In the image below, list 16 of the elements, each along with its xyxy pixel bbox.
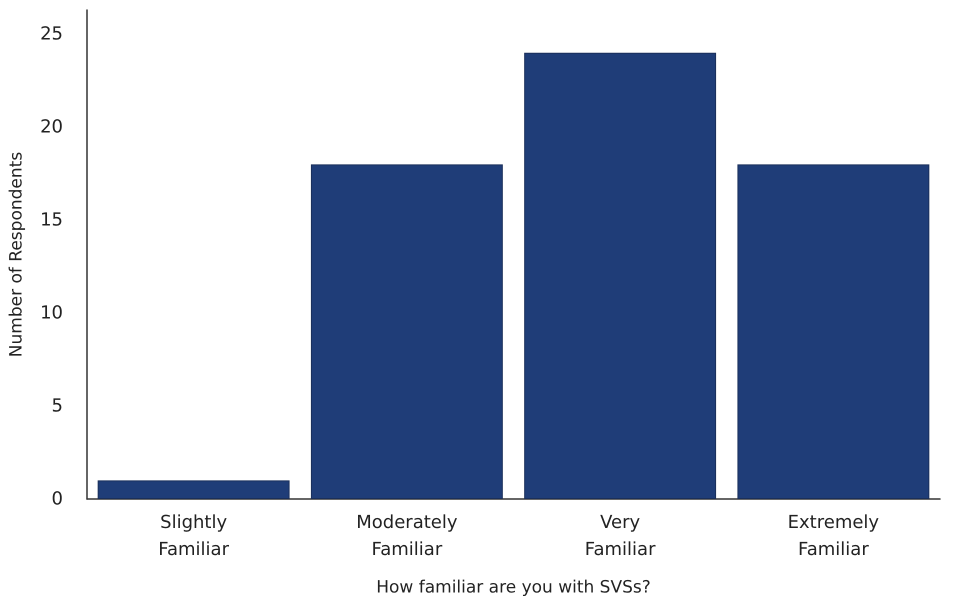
x-tick-label: Extremely Familiar [788,512,880,560]
x-tick-label: Very Familiar [584,512,656,560]
y-tick-label: 0 [52,488,63,510]
x-tick-label: Slightly Familiar [158,512,230,560]
y-tick-label: 20 [40,116,63,138]
y-tick-label: 10 [40,302,63,324]
x-tick-label: Moderately Familiar [356,512,458,560]
bar [310,164,503,499]
y-tick-label: 15 [40,210,63,231]
y-axis-title: Number of Respondents [6,152,26,358]
bar [98,480,290,499]
y-tick-label: 25 [40,24,63,45]
y-tick-label: 5 [52,396,63,417]
bar [524,52,716,499]
bar [737,164,930,499]
x-axis-title: How familiar are you with SVSs? [376,578,651,598]
